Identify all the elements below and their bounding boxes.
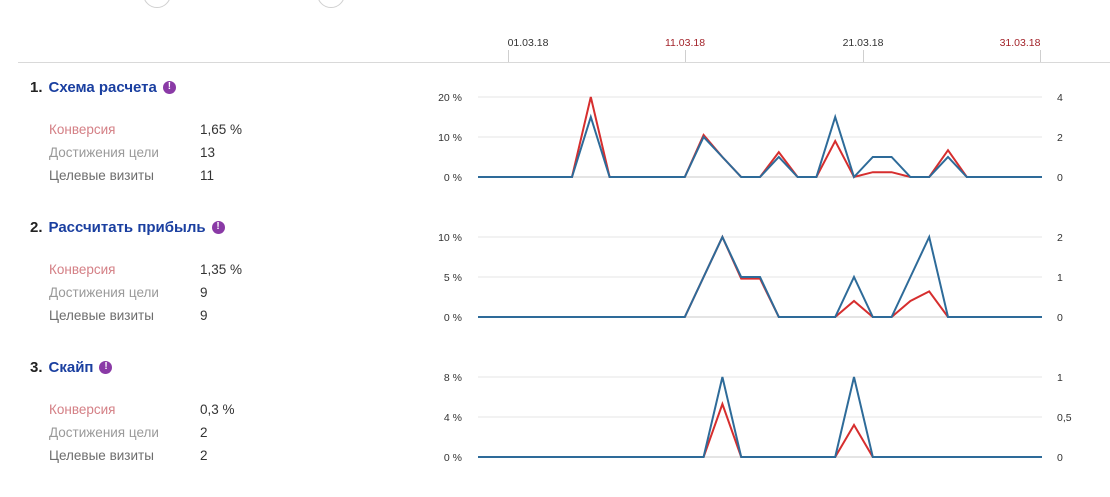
date-tick-line-3 [863, 50, 864, 62]
goal-title: 3. Скайп ! [30, 357, 410, 377]
left-axis-tick-label: 0 % [444, 312, 462, 324]
goal-block-2: 2. Рассчитать прибыль ! [30, 217, 410, 237]
right-axis-tick-label: 0,5 [1057, 412, 1072, 424]
left-axis-tick-label: 10 % [438, 132, 462, 144]
goal-name-link[interactable]: Схема расчета [48, 78, 157, 96]
metric-value-conversion: 1,35 % [200, 262, 243, 277]
goal-name-link[interactable]: Рассчитать прибыль [48, 218, 206, 236]
left-axis-tick-label: 20 % [438, 92, 462, 104]
date-tick-1: 01.03.18 [507, 37, 549, 49]
metric-value-goal-reaches: 9 [200, 285, 208, 300]
visits-series-line [478, 113, 1042, 179]
date-tick-line-1 [508, 50, 509, 62]
right-axis-tick-label: 2 [1057, 132, 1063, 144]
header-divider [18, 62, 1110, 63]
goal-chart-3: 8 % 4 % 0 % 1 0,5 0 [444, 372, 1072, 464]
metric-label-conversion: Конверсия [49, 402, 116, 417]
date-tick-4: 31.03.18 [999, 37, 1041, 49]
goal-title: 2. Рассчитать прибыль ! [30, 217, 410, 237]
visits-series-line [478, 376, 1042, 458]
right-axis-tick-label: 1 [1057, 272, 1063, 284]
metric-label-target-visits: Целевые визиты [49, 448, 154, 463]
visits-series-line [478, 233, 1042, 318]
right-axis-tick-label: 1 [1057, 372, 1063, 384]
metric-value-target-visits: 11 [200, 168, 215, 183]
metric-value-target-visits: 2 [200, 448, 208, 463]
goal-block-3: 3. Скайп ! [30, 357, 410, 377]
left-axis-tick-label: 10 % [438, 232, 462, 244]
left-axis-tick-label: 0 % [444, 452, 462, 464]
date-tick-line-2 [685, 50, 686, 62]
goal-number: 2. [30, 218, 43, 236]
left-axis-tick-label: 8 % [444, 372, 462, 384]
left-axis-tick-label: 5 % [444, 272, 462, 284]
goal-name-link[interactable]: Скайп [48, 358, 94, 376]
metric-label-goal-reaches: Достижения цели [49, 425, 159, 440]
metric-value-conversion: 1,65 % [200, 122, 243, 137]
goal-block-1: 1. Схема расчета ! [30, 77, 410, 97]
metric-value-conversion: 0,3 % [200, 402, 235, 417]
date-tick-3: 21.03.18 [842, 37, 884, 49]
metric-label-target-visits: Целевые визиты [49, 168, 154, 183]
left-axis-tick-label: 0 % [444, 172, 462, 184]
conversion-series-line [478, 401, 1042, 458]
metric-label-goal-reaches: Достижения цели [49, 145, 159, 160]
metric-label-conversion: Конверсия [49, 262, 116, 277]
metric-label-conversion: Конверсия [49, 122, 116, 137]
goal-number: 3. [30, 358, 43, 376]
goal-chart-2: 10 % 5 % 0 % 2 1 0 [438, 232, 1063, 324]
metric-label-target-visits: Целевые визиты [49, 308, 154, 323]
left-axis-tick-label: 4 % [444, 412, 462, 424]
right-axis-tick-label: 0 [1057, 312, 1063, 324]
goal-number: 1. [30, 78, 43, 96]
info-icon[interactable]: ! [162, 80, 176, 94]
metric-value-goal-reaches: 13 [200, 145, 216, 160]
info-icon[interactable]: ! [99, 360, 113, 374]
right-axis-tick-label: 0 [1057, 452, 1063, 464]
goal-title: 1. Схема расчета ! [30, 77, 410, 97]
info-icon[interactable]: ! [211, 220, 225, 234]
right-axis-tick-label: 4 [1057, 92, 1063, 104]
metric-label-goal-reaches: Достижения цели [49, 285, 159, 300]
date-tick-line-4 [1040, 50, 1041, 62]
right-axis-tick-label: 2 [1057, 232, 1063, 244]
metric-value-goal-reaches: 2 [200, 425, 208, 440]
metric-value-target-visits: 9 [200, 308, 208, 323]
date-tick-2: 11.03.18 [664, 37, 706, 49]
goal-chart-1: 20 % 10 % 0 % 4 2 0 [438, 92, 1063, 184]
right-axis-tick-label: 0 [1057, 172, 1063, 184]
